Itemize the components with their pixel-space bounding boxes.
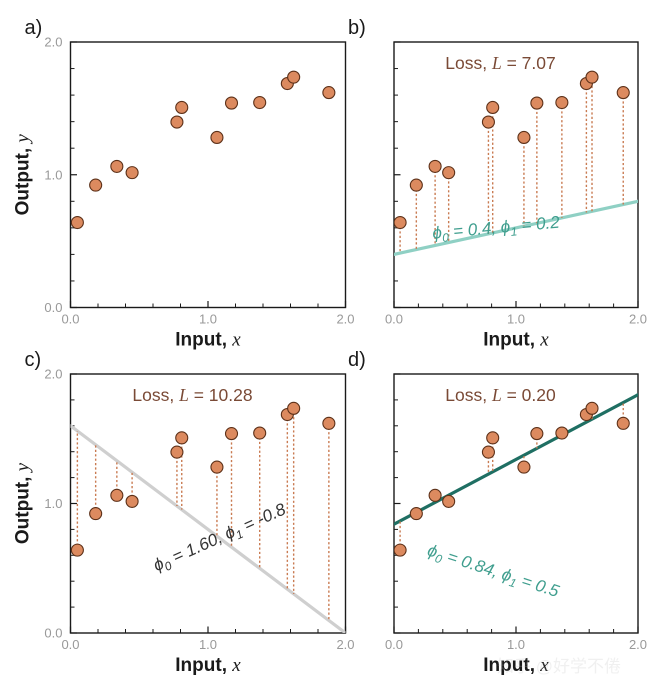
svg-text:2.0: 2.0 [336, 637, 354, 652]
svg-text:2.0: 2.0 [336, 312, 354, 327]
svg-text:Loss, L = 7.07: Loss, L = 7.07 [445, 53, 555, 73]
svg-text:Loss, L = 0.20: Loss, L = 0.20 [445, 385, 556, 405]
svg-text:2.0: 2.0 [44, 35, 62, 50]
svg-text:0.0: 0.0 [385, 637, 403, 652]
svg-text:Loss, L = 10.28: Loss, L = 10.28 [132, 385, 252, 405]
svg-text:1.0: 1.0 [44, 167, 62, 182]
svg-text:0.0: 0.0 [44, 300, 62, 315]
svg-text:a): a) [25, 17, 43, 39]
svg-text:0.0: 0.0 [44, 626, 62, 641]
svg-text:1.0: 1.0 [44, 496, 62, 511]
svg-text:Input, x: Input, x [175, 655, 241, 676]
svg-text:1.0: 1.0 [507, 312, 525, 327]
svg-text:1.0: 1.0 [507, 637, 525, 652]
svg-text:0.0: 0.0 [385, 312, 403, 327]
svg-text:2.0: 2.0 [629, 637, 647, 652]
svg-text:1.0: 1.0 [199, 312, 217, 327]
svg-text:1.0: 1.0 [199, 637, 217, 652]
svg-text:Output, y: Output, y [13, 462, 34, 544]
svg-text:c): c) [25, 349, 42, 371]
svg-text:2.0: 2.0 [44, 367, 62, 382]
svg-text:Input, x: Input, x [483, 330, 549, 351]
svg-text:d): d) [348, 349, 366, 371]
svg-text:知乎 @好学不倦: 知乎 @好学不倦 [497, 657, 621, 676]
svg-text:0.0: 0.0 [61, 637, 79, 652]
svg-text:b): b) [348, 17, 366, 39]
svg-text:Input, x: Input, x [175, 330, 241, 351]
svg-text:Output, y: Output, y [13, 134, 34, 216]
svg-text:2.0: 2.0 [629, 312, 647, 327]
svg-text:0.0: 0.0 [61, 312, 79, 327]
